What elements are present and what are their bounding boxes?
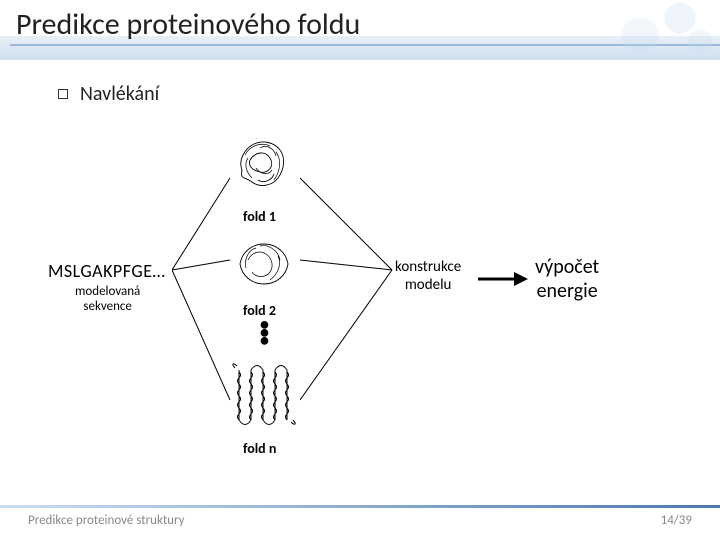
- connector-lines-right: [300, 160, 400, 440]
- energie-line2: energie: [537, 279, 598, 303]
- vertical-ellipsis-icon: •••: [260, 320, 269, 344]
- bullet-text: Navlékání: [80, 82, 159, 106]
- energie-label: výpočet energie: [535, 255, 599, 303]
- konstrukce-line2: modelu: [405, 276, 452, 294]
- arrow-icon: [478, 271, 528, 287]
- connector-lines-left: [172, 160, 242, 440]
- energie-line1: výpočet: [535, 255, 599, 279]
- footer-page-number: 14/39: [661, 513, 692, 528]
- bullet-row: Navlékání: [58, 82, 159, 106]
- title-underline: [10, 44, 720, 46]
- sequence-sub-line2: sekvence: [83, 299, 131, 314]
- sequence-text: MSLGAKPFGE…: [48, 260, 165, 282]
- diagram: fold 1 fold 2 ••• fold n MSLGAKPF: [0, 120, 720, 480]
- sequence-subtitle: modelovaná sekvence: [75, 284, 140, 314]
- konstrukce-label: konstrukce modelu: [395, 258, 461, 294]
- slide: Predikce proteinového foldu Navlékání fo…: [0, 0, 720, 540]
- konstrukce-line1: konstrukce: [395, 258, 461, 276]
- sequence-sub-line1: modelovaná: [75, 284, 140, 299]
- footer-left-text: Predikce proteinové struktury: [28, 513, 185, 528]
- footer-divider: [0, 505, 720, 508]
- page-title: Predikce proteinového foldu: [16, 6, 360, 43]
- foldn-label: fold n: [243, 440, 276, 457]
- bullet-icon: [58, 89, 68, 99]
- fold1-label: fold 1: [243, 208, 276, 225]
